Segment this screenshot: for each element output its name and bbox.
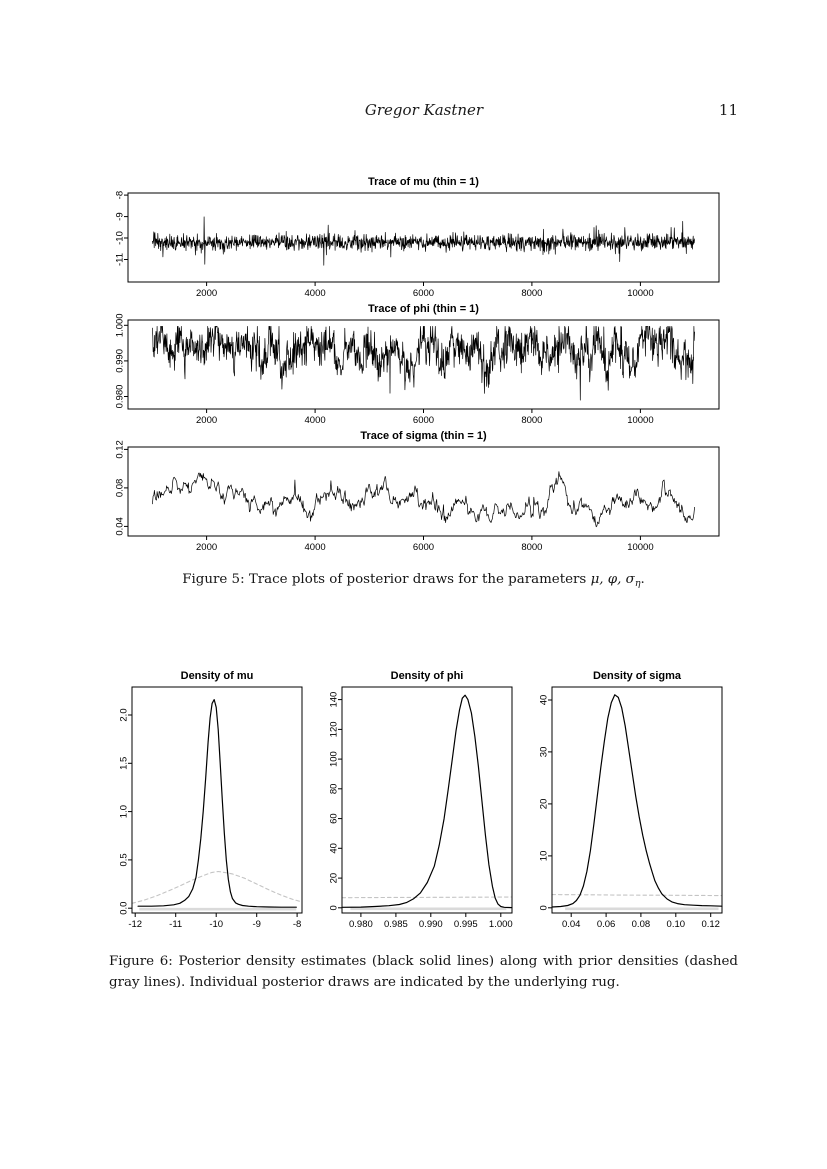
y-tick-label: 100 <box>328 751 339 767</box>
prior-density-curve <box>551 894 723 897</box>
density-plot-mu: Density of mu -12 -11 -10 -9 -8 0.0 0.5 1.0 1.5 2.… <box>102 665 307 938</box>
y-tick-label: 80 <box>328 784 339 795</box>
x-tick-label: 8000 <box>521 288 542 299</box>
x-tick-label: 0.985 <box>384 919 408 930</box>
posterior-density-curve <box>137 698 297 908</box>
x-tick-label: 6000 <box>413 415 434 426</box>
chart-title: Trace of phi (thin = 1) <box>368 303 479 315</box>
chart-title: Trace of sigma (thin = 1) <box>360 430 487 442</box>
y-tick-label: -9 <box>114 212 125 220</box>
plot-box <box>551 686 723 914</box>
y-tick-label: 0.0 <box>118 902 129 915</box>
chart-canvas: Density of mu -12 -11 -10 -9 -8 0.0 0.5 1.0 1.5 2.… <box>118 670 303 930</box>
x-tick-label: -9 <box>252 919 260 930</box>
y-tick-label: 30 <box>538 747 549 758</box>
chart-canvas: Trace of phi (thin = 1) 2000 4000 6000 8000 1… <box>114 303 720 426</box>
x-tick-label: 6000 <box>413 542 434 553</box>
chart-canvas: Density of phi 0.980 0.985 0.990 0.995 1.000 0… <box>328 670 513 930</box>
mcmc-trace-line <box>152 216 695 266</box>
y-tick-label: 1.0 <box>118 805 129 818</box>
x-tick-label: 10000 <box>627 542 653 553</box>
x-tick-label: 0.980 <box>349 919 373 930</box>
trace-plot-sigma: Trace of sigma (thin = 1) 2000 4000 6000 800… <box>85 424 725 559</box>
y-tick-label: 20 <box>538 799 549 810</box>
trace-plot-phi: Trace of phi (thin = 1) 2000 4000 6000 8000 1… <box>85 297 725 432</box>
x-tick-label: 0.10 <box>667 919 686 930</box>
prior-density-curve <box>341 896 513 899</box>
y-tick-label: 0.08 <box>114 479 125 498</box>
density-plot-phi: Density of phi 0.980 0.985 0.990 0.995 1.000 0… <box>312 665 517 938</box>
x-tick-label: 2000 <box>196 415 217 426</box>
plot-box <box>131 686 303 914</box>
x-tick-label: 0.995 <box>454 919 478 930</box>
x-tick-label: -10 <box>209 919 223 930</box>
y-tick-label: 40 <box>538 695 549 706</box>
x-tick-label: -8 <box>293 919 301 930</box>
y-tick-label: 10 <box>538 851 549 862</box>
chart-title: Density of sigma <box>593 670 682 682</box>
y-tick-label: 2.0 <box>118 708 129 721</box>
y-tick-label: 1.000 <box>114 313 125 337</box>
x-tick-label: 8000 <box>521 542 542 553</box>
y-tick-label: 0.990 <box>114 349 125 373</box>
x-tick-label: 2000 <box>196 288 217 299</box>
figure-5-caption-period: . <box>640 572 645 587</box>
trace-plot-mu: Trace of mu (thin = 1) 2000 4000 6000 8000 10… <box>85 170 725 305</box>
x-tick-label: 0.08 <box>632 919 651 930</box>
density-plot-sigma: Density of sigma 0.04 0.06 0.08 0.10 0.12 0 10 2… <box>522 665 727 938</box>
x-tick-label: 10000 <box>627 288 653 299</box>
running-author: Gregor Kastner <box>364 101 484 119</box>
chart-title: Density of mu <box>181 670 254 682</box>
y-tick-label: -8 <box>114 191 125 199</box>
y-tick-label: 0.12 <box>114 440 125 459</box>
y-tick-label: 140 <box>328 692 339 708</box>
chart-canvas: Trace of mu (thin = 1) 2000 4000 6000 8000 10… <box>114 176 720 299</box>
x-tick-label: 4000 <box>305 415 326 426</box>
y-tick-label: 0.5 <box>118 853 129 866</box>
y-tick-label: 40 <box>328 843 339 854</box>
chart-canvas: Density of sigma 0.04 0.06 0.08 0.10 0.12 0 10 2… <box>538 670 723 930</box>
y-tick-label: 0.980 <box>114 385 125 409</box>
x-tick-label: 4000 <box>305 542 326 553</box>
x-tick-label: 8000 <box>521 415 542 426</box>
y-tick-label: 60 <box>328 813 339 824</box>
figure-5-caption-subscript: η <box>634 578 641 589</box>
prior-density-curve <box>131 870 303 904</box>
page-header: Gregor Kastner 11 <box>110 101 738 123</box>
chart-title: Trace of mu (thin = 1) <box>368 176 479 188</box>
figure-5-caption: Figure 5: Trace plots of posterior draws… <box>0 569 827 591</box>
posterior-density-curve <box>341 694 513 909</box>
y-tick-label: -10 <box>114 231 125 245</box>
x-tick-label: 10000 <box>627 415 653 426</box>
page-number: 11 <box>718 101 738 119</box>
plot-box <box>341 686 513 914</box>
chart-title: Density of phi <box>391 670 464 682</box>
y-tick-label: -11 <box>114 253 125 266</box>
x-tick-label: -11 <box>169 919 182 930</box>
x-tick-label: 0.04 <box>562 919 581 930</box>
figure-5-caption-text: Figure 5: Trace plots of posterior draws… <box>182 572 591 587</box>
plot-box <box>127 446 720 537</box>
x-tick-label: 1.000 <box>489 919 513 930</box>
y-tick-label: 0.04 <box>114 517 125 536</box>
mcmc-trace-line <box>152 471 695 528</box>
figure-5-caption-params: μ, φ, σ <box>590 572 635 587</box>
y-tick-label: 0 <box>538 905 549 910</box>
y-tick-label: 20 <box>328 873 339 884</box>
y-tick-label: 1.5 <box>118 757 129 770</box>
chart-canvas: Trace of sigma (thin = 1) 2000 4000 6000 800… <box>114 430 720 553</box>
x-tick-label: 0.12 <box>701 919 720 930</box>
posterior-density-curve <box>551 694 723 908</box>
x-tick-label: 0.06 <box>597 919 616 930</box>
x-tick-label: 6000 <box>413 288 434 299</box>
x-tick-label: 4000 <box>305 288 326 299</box>
mcmc-trace-line <box>152 326 695 401</box>
x-tick-label: -12 <box>128 919 142 930</box>
y-tick-label: 0 <box>328 905 339 910</box>
figure-6-caption: Figure 6: Posterior density estimates (b… <box>109 954 738 991</box>
x-tick-label: 2000 <box>196 542 217 553</box>
x-tick-label: 0.990 <box>419 919 443 930</box>
y-tick-label: 120 <box>328 721 339 737</box>
